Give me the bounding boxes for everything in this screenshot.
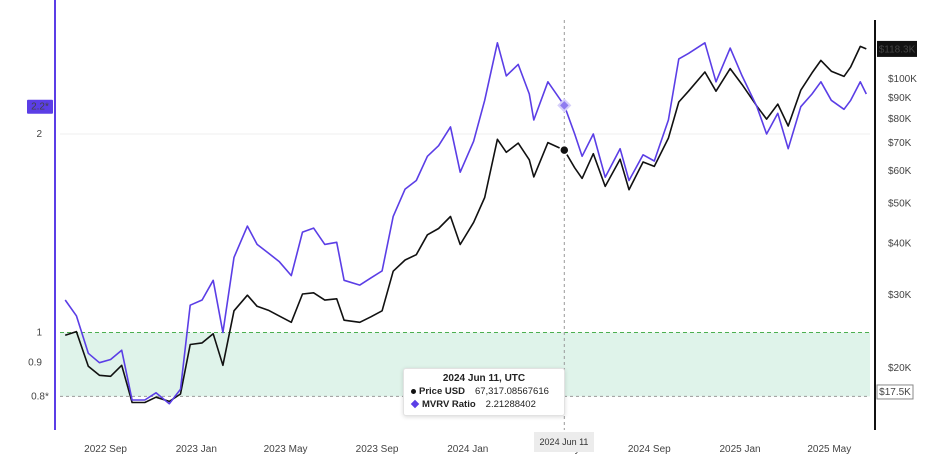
right-tick-label-6: $40K xyxy=(888,239,912,250)
series-line-1 xyxy=(64,41,868,405)
right-tick-label-1: $90K xyxy=(888,93,912,104)
left-highlight-box-1 xyxy=(27,389,53,404)
x-tick-label-0: 2022 Sep xyxy=(84,444,127,455)
axis-corner xyxy=(874,430,946,466)
right-tick-label-8: $20K xyxy=(888,363,912,374)
mvrv-diamond-icon xyxy=(410,399,420,409)
right-highlight-box-1 xyxy=(876,384,914,400)
x-tick-label-8: 2025 Jan xyxy=(719,444,760,455)
tooltip-row-price: Price USD 67,317.08567616 xyxy=(411,386,564,397)
left-highlight-label-0: 2.2* xyxy=(31,102,49,113)
tooltip-row-mvrv: MVRV Ratio 2.21288402 xyxy=(410,399,564,410)
crosshair-date-chip: 2024 Jun 11 xyxy=(534,432,594,452)
right-highlight-label-1: $17.5K xyxy=(879,387,911,398)
tooltip-mvrv-value: 2.21288402 xyxy=(485,399,536,410)
right-tick-label-3: $70K xyxy=(888,138,912,149)
right-tick-label-7: $30K xyxy=(888,290,912,301)
right-tick-label-4: $60K xyxy=(888,166,912,177)
mvrv-hover-marker xyxy=(557,98,572,113)
left-highlight-box-0 xyxy=(27,99,53,114)
left-highlight-label-1: 0.8* xyxy=(31,391,49,402)
right-tick-label-5: $50K xyxy=(888,199,912,210)
crosshair-tooltip: 2024 Jun 11, UTC Price USD 67,317.0856761… xyxy=(403,368,565,416)
tooltip-price-value: 67,317.08567616 xyxy=(474,386,549,397)
left-tick-label-2: 0.9 xyxy=(28,358,42,369)
tooltip-mvrv-label: MVRV Ratio xyxy=(422,399,476,410)
tooltip-title: 2024 Jun 11, UTC xyxy=(442,373,526,384)
x-tick-label-4: 2024 Jan xyxy=(447,444,488,455)
series-line-0 xyxy=(64,45,867,404)
x-tick-label-9: 2025 May xyxy=(807,444,851,455)
x-tick-label-2: 2023 May xyxy=(264,444,308,455)
left-tick-label-0: 2 xyxy=(36,129,42,140)
tooltip-price-label: Price USD xyxy=(419,386,465,397)
right-highlight-box-0 xyxy=(877,40,917,57)
x-tick-label-3: 2023 Sep xyxy=(356,444,399,455)
right-tick-label-0: $100K xyxy=(888,74,917,85)
x-tick-label-1: 2023 Jan xyxy=(176,444,217,455)
price-dot-icon xyxy=(411,389,416,394)
right-tick-label-2: $80K xyxy=(888,114,912,125)
price-hover-marker xyxy=(559,144,570,156)
x-tick-label-7: 2024 Sep xyxy=(628,444,671,455)
right-highlight-label-0: $118.3K xyxy=(879,44,916,55)
left-tick-label-1: 1 xyxy=(36,328,42,339)
